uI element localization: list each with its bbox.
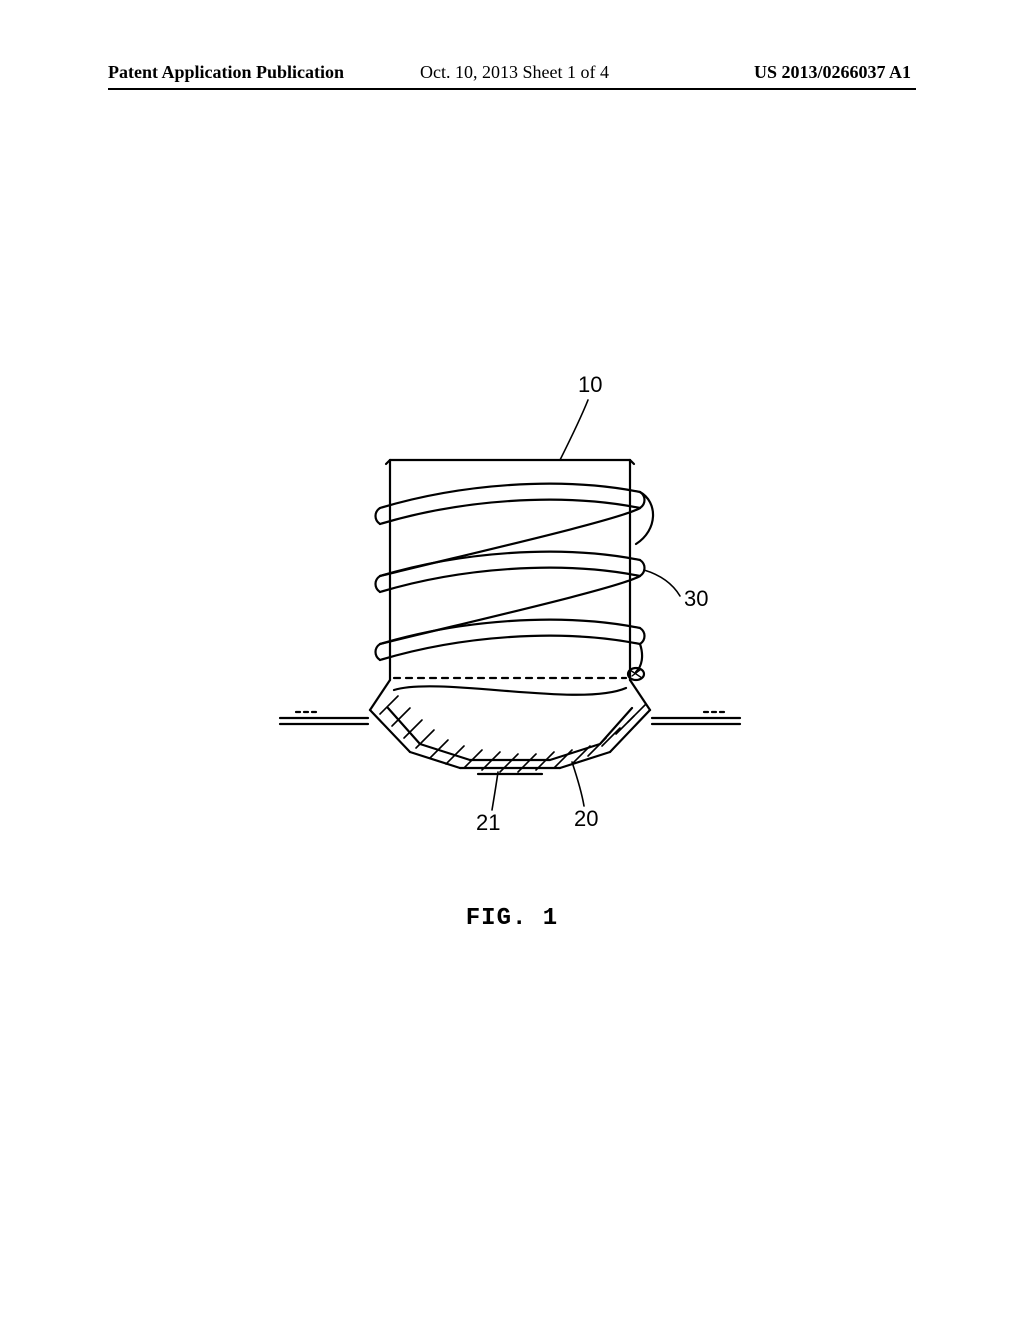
figure-1: 10 30 20 21 xyxy=(260,380,760,860)
ref-20: 20 xyxy=(574,806,598,832)
figure-caption: FIG. 1 xyxy=(0,905,1024,932)
page: Patent Application Publication Oct. 10, … xyxy=(0,0,1024,1320)
header-mid: Oct. 10, 2013 Sheet 1 of 4 xyxy=(420,62,609,83)
ref-21: 21 xyxy=(476,810,500,836)
figure-svg xyxy=(260,380,760,860)
ref-10: 10 xyxy=(578,372,602,398)
header-rule xyxy=(108,88,916,90)
ref-30: 30 xyxy=(684,586,708,612)
header-left: Patent Application Publication xyxy=(108,62,344,83)
header-right: US 2013/0266037 A1 xyxy=(754,62,911,83)
